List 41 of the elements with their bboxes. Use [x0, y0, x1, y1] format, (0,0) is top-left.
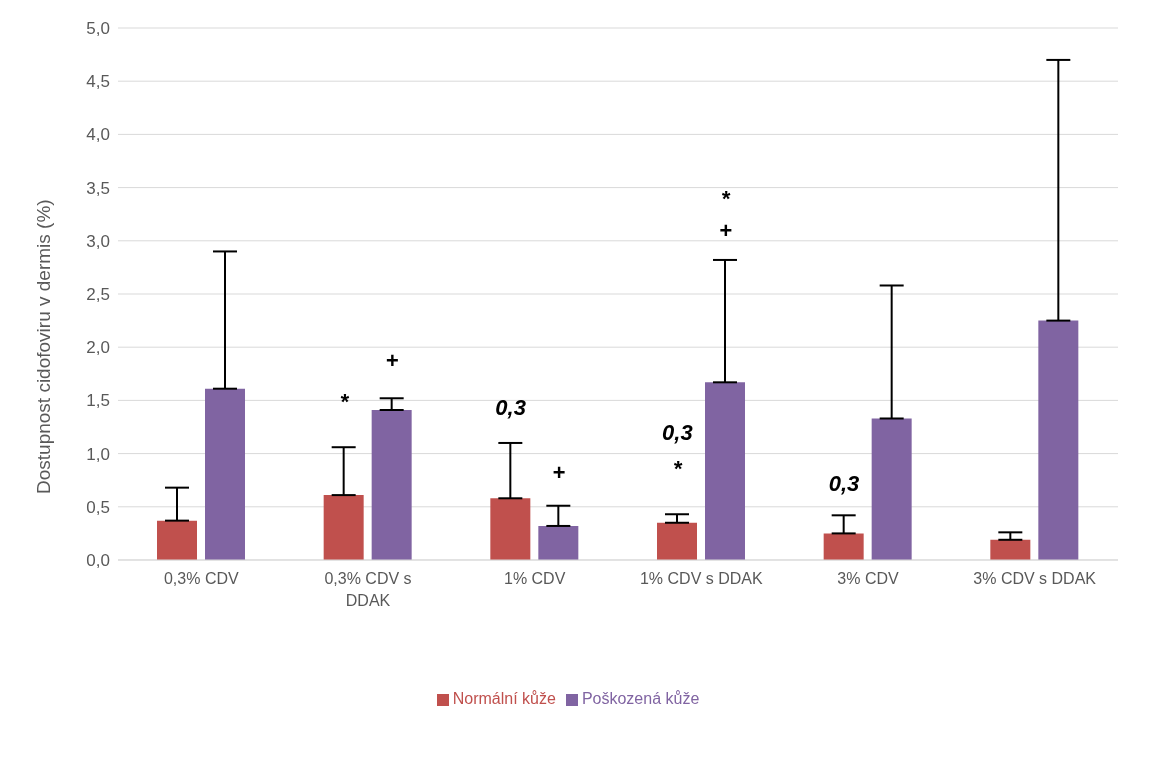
- annotation: *: [673, 456, 684, 482]
- x-tick-label: 3% CDV: [837, 570, 899, 587]
- x-tick-label: 1% CDV: [503, 570, 566, 587]
- y-tick-label: 5,0: [86, 19, 110, 39]
- annotation: 0,3: [662, 420, 693, 446]
- y-tick-label: 0,5: [86, 497, 110, 517]
- x-tick-label: 0,3% CDV s DDAK: [324, 570, 412, 609]
- y-tick-label: 2,0: [86, 338, 110, 358]
- bar: [157, 520, 197, 560]
- annotation: +: [552, 459, 566, 485]
- y-axis-title: Dostupnost cidofoviru v dermis (%): [32, 199, 54, 494]
- bar: [323, 495, 364, 560]
- annotation: +: [385, 348, 399, 374]
- bar: [871, 418, 912, 560]
- y-tick-label: 3,0: [86, 231, 110, 251]
- y-tick-label: 1,5: [86, 391, 110, 411]
- x-tick-label: 3% CDV s DDAK: [973, 570, 1097, 587]
- bar: [538, 525, 579, 560]
- annotation: *: [721, 185, 732, 211]
- y-tick-label: 3,5: [86, 178, 110, 198]
- bar: [490, 498, 531, 560]
- y-tick-label: 4,5: [86, 72, 110, 92]
- bar: [823, 533, 864, 560]
- annotation: *: [339, 389, 350, 415]
- legend-label: Normální kůže: [452, 690, 556, 707]
- bar: [371, 409, 412, 560]
- bar: [1038, 320, 1079, 560]
- x-tick-label: 1% CDV s DDAK: [639, 570, 764, 587]
- x-tick-label: 0,3% CDV: [163, 570, 240, 587]
- y-tick-label: 2,5: [86, 285, 110, 305]
- bar: [657, 522, 697, 560]
- bar: [205, 388, 245, 560]
- y-tick-label: 0,0: [86, 551, 110, 571]
- y-tick-label: 4,0: [86, 125, 110, 145]
- annotation: 0,3: [495, 394, 526, 420]
- bar: [990, 539, 1031, 560]
- y-tick-label: 1,0: [86, 444, 110, 464]
- annotation: +: [718, 217, 732, 243]
- bar: [705, 382, 745, 560]
- legend-label: Poškozená kůže: [581, 690, 700, 707]
- annotation: 0,3: [828, 471, 860, 497]
